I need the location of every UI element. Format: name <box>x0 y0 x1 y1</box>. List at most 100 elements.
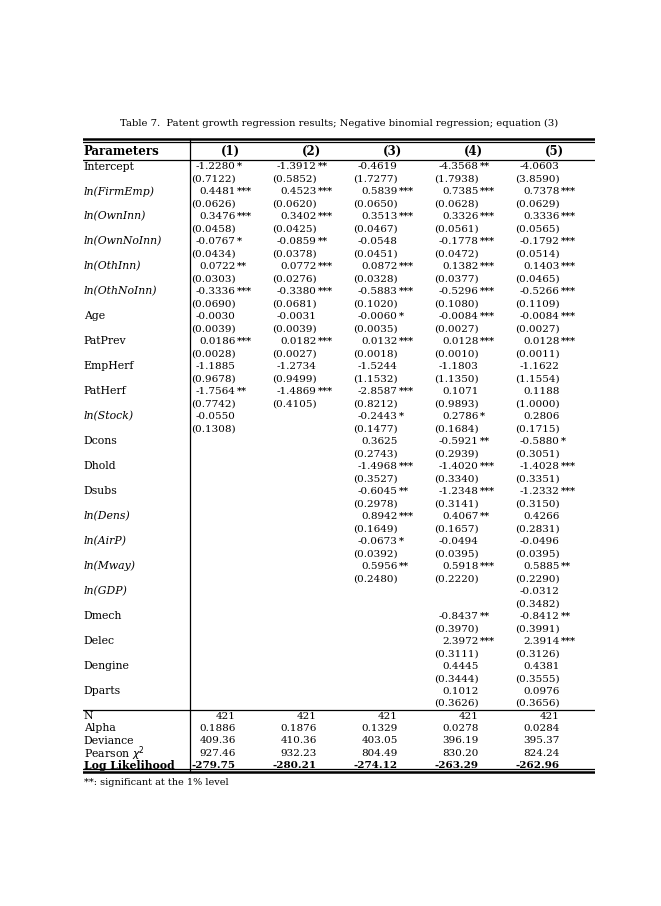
Text: (0.1715): (0.1715) <box>515 424 560 433</box>
Text: -0.0496: -0.0496 <box>520 536 560 545</box>
Text: ***: *** <box>561 637 576 646</box>
Text: (4): (4) <box>464 145 483 158</box>
Text: (0.3991): (0.3991) <box>515 624 560 633</box>
Text: (0.0028): (0.0028) <box>191 350 236 359</box>
Text: 421: 421 <box>539 711 560 720</box>
Text: -1.4028: -1.4028 <box>520 462 560 471</box>
Text: (0.7122): (0.7122) <box>191 175 236 184</box>
Text: 0.0128: 0.0128 <box>442 337 479 346</box>
Text: **: significant at the 1% level: **: significant at the 1% level <box>84 777 228 786</box>
Text: (1.7277): (1.7277) <box>353 175 398 184</box>
Text: ***: *** <box>480 187 494 196</box>
Text: 0.5839: 0.5839 <box>362 187 398 196</box>
Text: 421: 421 <box>216 711 236 720</box>
Text: 0.4481: 0.4481 <box>200 187 236 196</box>
Text: -1.1885: -1.1885 <box>196 361 236 371</box>
Text: (0.4105): (0.4105) <box>272 400 317 409</box>
Text: (0.2939): (0.2939) <box>434 449 479 458</box>
Text: ln(OwnInn): ln(OwnInn) <box>84 211 146 222</box>
Text: (0.0472): (0.0472) <box>434 249 479 258</box>
Text: (0.3482): (0.3482) <box>515 599 560 608</box>
Text: (0.0650): (0.0650) <box>353 199 398 208</box>
Text: ***: *** <box>237 337 252 346</box>
Text: ***: *** <box>561 237 576 246</box>
Text: Age: Age <box>84 312 105 322</box>
Text: 0.7385: 0.7385 <box>442 187 479 196</box>
Text: 0.0128: 0.0128 <box>523 337 560 346</box>
Text: (0.0465): (0.0465) <box>515 275 560 284</box>
Text: -1.3912: -1.3912 <box>277 162 317 171</box>
Text: ***: *** <box>318 212 332 221</box>
Text: (0.7742): (0.7742) <box>191 400 236 409</box>
Text: ***: *** <box>399 287 414 296</box>
Text: 0.0132: 0.0132 <box>362 337 398 346</box>
Text: ***: *** <box>318 387 332 396</box>
Text: ***: *** <box>399 187 414 196</box>
Text: (0.3126): (0.3126) <box>515 649 560 658</box>
Text: ln(FirmEmp): ln(FirmEmp) <box>84 187 155 197</box>
Text: (0.1684): (0.1684) <box>434 424 479 433</box>
Text: (0.9678): (0.9678) <box>191 374 236 383</box>
Text: -0.1778: -0.1778 <box>439 237 479 246</box>
Text: ***: *** <box>399 262 414 271</box>
Text: ***: *** <box>561 212 576 221</box>
Text: (0.1657): (0.1657) <box>434 525 479 534</box>
Text: **: ** <box>318 237 328 246</box>
Text: -0.0767: -0.0767 <box>196 237 236 246</box>
Text: (0.0378): (0.0378) <box>272 249 317 258</box>
Text: **: ** <box>318 162 328 171</box>
Text: (0.3656): (0.3656) <box>515 699 560 708</box>
Text: ***: *** <box>561 312 576 321</box>
Text: (0.0565): (0.0565) <box>515 225 560 234</box>
Text: ln(OthInn): ln(OthInn) <box>84 261 141 272</box>
Text: 0.1876: 0.1876 <box>280 724 317 733</box>
Text: 0.4266: 0.4266 <box>523 512 560 521</box>
Text: (0.2480): (0.2480) <box>353 574 398 583</box>
Text: -0.8437: -0.8437 <box>439 612 479 621</box>
Text: ***: *** <box>480 237 494 246</box>
Text: (0.9499): (0.9499) <box>272 374 317 383</box>
Text: -0.0548: -0.0548 <box>358 237 398 246</box>
Text: **: ** <box>237 387 247 396</box>
Text: ***: *** <box>237 187 252 196</box>
Text: 804.49: 804.49 <box>362 749 398 758</box>
Text: (5): (5) <box>545 145 564 158</box>
Text: 0.0976: 0.0976 <box>523 687 560 696</box>
Text: (0.3051): (0.3051) <box>515 449 560 458</box>
Text: ***: *** <box>561 337 576 346</box>
Text: (0.2290): (0.2290) <box>515 574 560 583</box>
Text: (0.3444): (0.3444) <box>434 674 479 683</box>
Text: Dcons: Dcons <box>84 437 118 447</box>
Text: ***: *** <box>480 287 494 296</box>
Text: (0.5852): (0.5852) <box>272 175 317 184</box>
Text: (0.3141): (0.3141) <box>434 499 479 508</box>
Text: -0.5266: -0.5266 <box>520 287 560 296</box>
Text: 824.24: 824.24 <box>523 749 560 758</box>
Text: -0.4619: -0.4619 <box>358 162 398 171</box>
Text: ***: *** <box>480 637 494 646</box>
Text: 0.4445: 0.4445 <box>442 661 479 670</box>
Text: (0.1020): (0.1020) <box>353 300 398 308</box>
Text: (0.3970): (0.3970) <box>434 624 479 633</box>
Text: 0.0284: 0.0284 <box>523 724 560 733</box>
Text: -0.0312: -0.0312 <box>520 586 560 595</box>
Text: 0.2786: 0.2786 <box>442 412 479 420</box>
Text: ***: *** <box>237 212 252 221</box>
Text: (3.8590): (3.8590) <box>515 175 560 184</box>
Text: 2.3914: 2.3914 <box>523 637 560 646</box>
Text: -0.0060: -0.0060 <box>358 312 398 321</box>
Text: ***: *** <box>561 187 576 196</box>
Text: EmpHerf: EmpHerf <box>84 361 134 371</box>
Text: ***: *** <box>318 262 332 271</box>
Text: -4.0603: -4.0603 <box>520 162 560 171</box>
Text: (0.0620): (0.0620) <box>272 199 317 208</box>
Text: -4.3568: -4.3568 <box>439 162 479 171</box>
Text: (0.0629): (0.0629) <box>515 199 560 208</box>
Text: -279.75: -279.75 <box>192 761 236 770</box>
Text: -0.0031: -0.0031 <box>277 312 317 321</box>
Text: -0.0859: -0.0859 <box>277 237 317 246</box>
Text: 0.0182: 0.0182 <box>280 337 317 346</box>
Text: 396.19: 396.19 <box>442 737 479 746</box>
Text: (0.0458): (0.0458) <box>191 225 236 234</box>
Text: -0.8412: -0.8412 <box>520 612 560 621</box>
